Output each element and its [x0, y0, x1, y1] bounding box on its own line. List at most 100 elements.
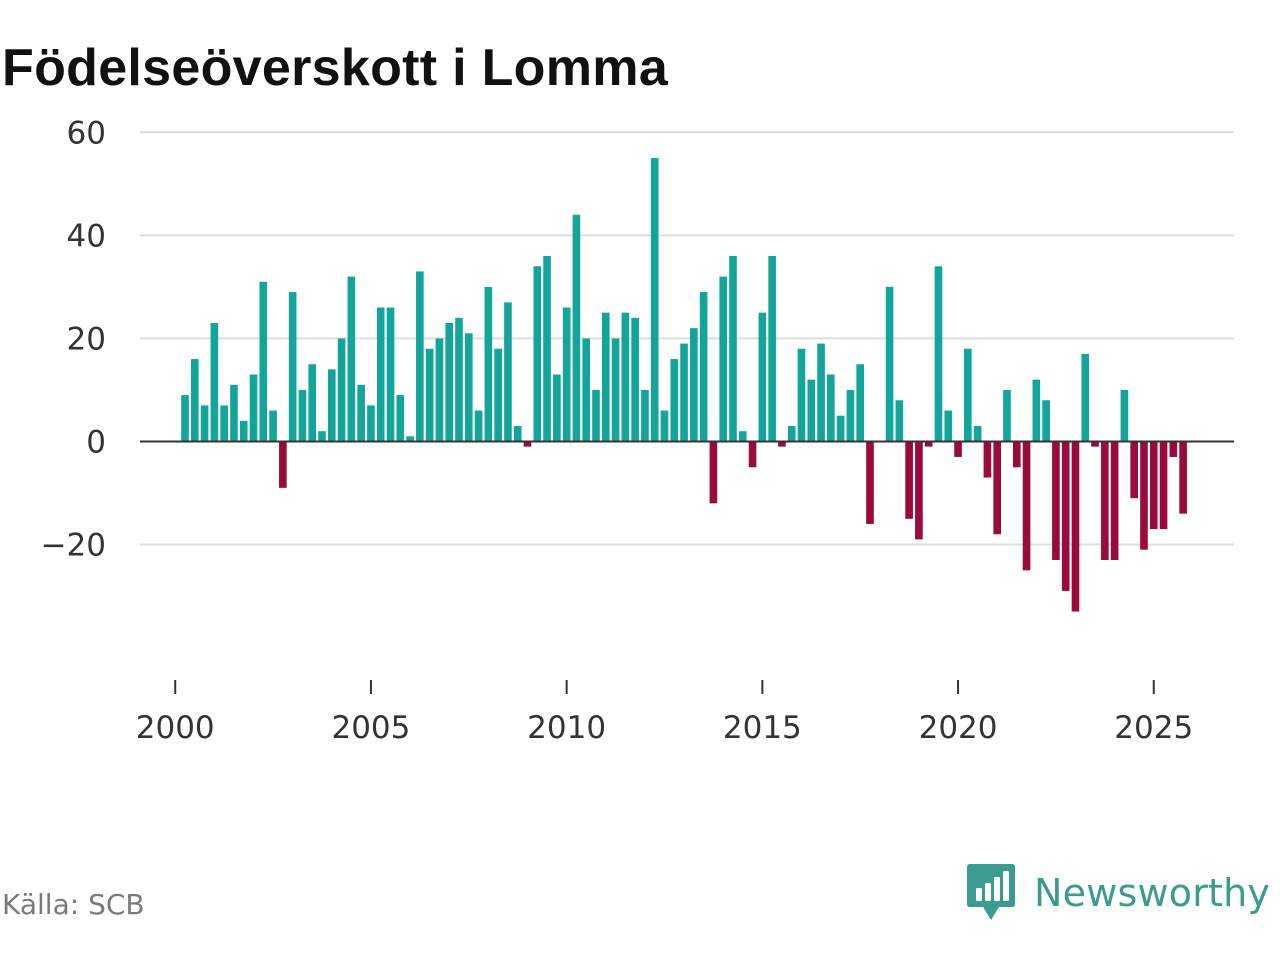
bar	[1149, 441, 1158, 530]
bar	[455, 317, 463, 442]
bar	[1022, 441, 1031, 571]
bar	[954, 441, 962, 457]
newsworthy-logo-icon	[967, 864, 1015, 920]
y-axis-ticks: 60 40 20 0 −20	[41, 115, 106, 563]
bar	[288, 292, 297, 442]
bar	[1159, 441, 1168, 530]
bar	[582, 338, 591, 442]
bar	[836, 415, 845, 442]
bar	[572, 214, 581, 442]
bar	[298, 389, 307, 442]
bar	[230, 384, 238, 442]
bar	[464, 333, 473, 442]
bar	[621, 312, 630, 442]
bar	[533, 266, 542, 442]
bar	[885, 286, 894, 442]
bar	[220, 405, 228, 442]
bar	[181, 395, 189, 442]
bar	[768, 255, 776, 442]
y-tick-label: 20	[67, 321, 106, 357]
bar	[973, 426, 982, 442]
bar	[758, 312, 767, 442]
bar	[1032, 379, 1041, 442]
bar	[523, 441, 532, 447]
bar	[592, 389, 600, 442]
bar	[386, 307, 395, 442]
bar	[670, 359, 679, 442]
bar	[1091, 441, 1099, 447]
bar	[827, 374, 835, 442]
gridlines	[140, 131, 1234, 546]
bar	[915, 441, 923, 540]
bar	[279, 441, 287, 488]
bar	[396, 395, 405, 442]
bar	[709, 441, 718, 504]
bar	[406, 436, 414, 442]
bar	[435, 338, 444, 442]
bar	[376, 307, 385, 442]
bar	[846, 389, 855, 442]
bar	[1101, 441, 1109, 561]
bar	[1140, 441, 1148, 550]
bar	[993, 441, 1002, 535]
bar	[484, 286, 493, 442]
bar	[425, 348, 434, 442]
bar	[895, 400, 904, 442]
bar	[337, 338, 346, 442]
x-tick-label: 2005	[331, 710, 410, 746]
bar	[474, 410, 483, 442]
bar	[1071, 441, 1080, 612]
bar	[259, 281, 268, 442]
x-tick-label: 2025	[1114, 710, 1193, 746]
bar	[1061, 441, 1070, 591]
bar	[1042, 400, 1050, 442]
bar	[562, 307, 571, 442]
bar	[787, 426, 796, 442]
bar	[445, 322, 454, 442]
bar	[905, 441, 913, 519]
bar	[1110, 441, 1119, 561]
bar	[680, 343, 688, 442]
bar	[553, 374, 561, 442]
bar	[934, 266, 943, 442]
bar	[327, 369, 336, 442]
bar	[856, 364, 865, 442]
y-tick-label: 40	[67, 218, 106, 254]
bar	[650, 158, 659, 442]
y-tick-label: 0	[86, 424, 106, 460]
bar	[797, 348, 806, 442]
x-tick-label: 2015	[723, 710, 802, 746]
bar	[1179, 441, 1187, 514]
bar	[964, 348, 972, 442]
bar	[699, 292, 708, 442]
bar	[504, 302, 512, 442]
bar	[269, 410, 277, 442]
bar	[601, 312, 610, 442]
x-tick-label: 2010	[527, 710, 606, 746]
bar	[1169, 441, 1178, 457]
source-note: Källa: SCB	[2, 888, 145, 921]
bar	[249, 374, 258, 442]
bar	[983, 441, 992, 478]
newsworthy-logo[interactable]: Newsworthy	[966, 862, 1270, 924]
bar	[729, 255, 737, 442]
x-tick-label: 2020	[919, 710, 998, 746]
chart-title: Födelseöverskott i Lomma	[2, 39, 669, 97]
bar	[416, 271, 424, 442]
bar	[924, 441, 933, 447]
bar	[866, 441, 874, 524]
bar	[239, 420, 248, 442]
bar	[690, 328, 698, 442]
bar	[944, 410, 953, 442]
bar	[748, 441, 757, 468]
bar	[318, 431, 326, 442]
bar	[200, 405, 209, 442]
bar	[190, 359, 199, 442]
bar	[631, 317, 639, 442]
bar	[357, 384, 365, 442]
bar	[719, 276, 728, 442]
bar	[513, 426, 522, 442]
bar	[778, 441, 786, 447]
bar	[1081, 353, 1090, 442]
